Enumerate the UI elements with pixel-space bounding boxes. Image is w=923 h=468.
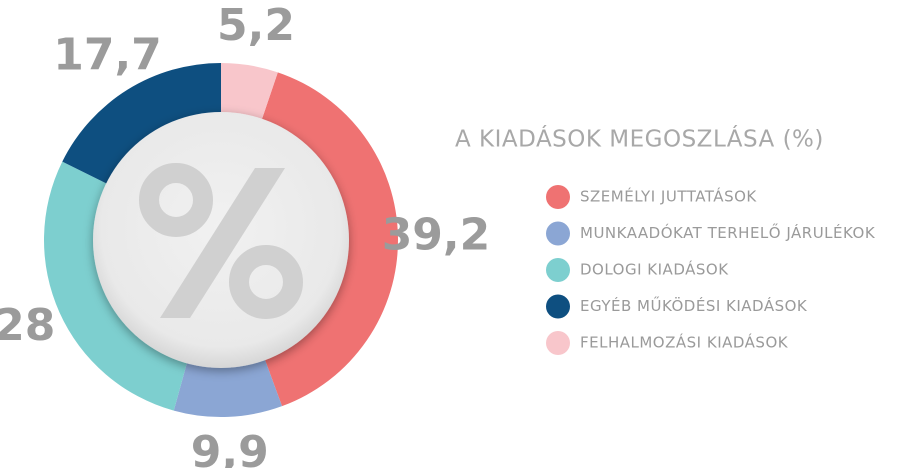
data-label: 17,7 <box>53 29 162 80</box>
donut-segment <box>62 63 221 185</box>
legend-swatch <box>546 258 570 282</box>
donut-segment <box>43 161 188 411</box>
legend-label: SZEMÉLYI JUTTATÁSOK <box>580 187 757 206</box>
donut-segment <box>221 63 278 121</box>
data-label: 39,2 <box>382 209 491 260</box>
percent-icon <box>139 163 303 319</box>
donut-segment <box>173 358 283 417</box>
legend-swatch <box>546 221 570 246</box>
donut-segment <box>261 72 398 407</box>
legend-label: MUNKAADÓKAT TERHELŐ JÁRULÉKOK <box>580 222 876 242</box>
legend-label: FELHALMOZÁSI KIADÁSOK <box>580 333 789 352</box>
data-label: 28 <box>0 300 55 351</box>
data-label: 9,9 <box>191 427 269 468</box>
legend-label: DOLOGI KIADÁSOK <box>580 260 729 279</box>
data-label: 5,2 <box>217 0 295 51</box>
donut <box>43 63 398 417</box>
legend-swatch <box>546 294 570 319</box>
legend-swatch <box>546 331 570 355</box>
chart-title: A KIADÁSOK MEGOSZLÁSA (%) <box>455 125 824 153</box>
legend-swatch <box>546 185 570 209</box>
legend-label: EGYÉB MŰKÖDÉSI KIADÁSOK <box>580 295 808 315</box>
